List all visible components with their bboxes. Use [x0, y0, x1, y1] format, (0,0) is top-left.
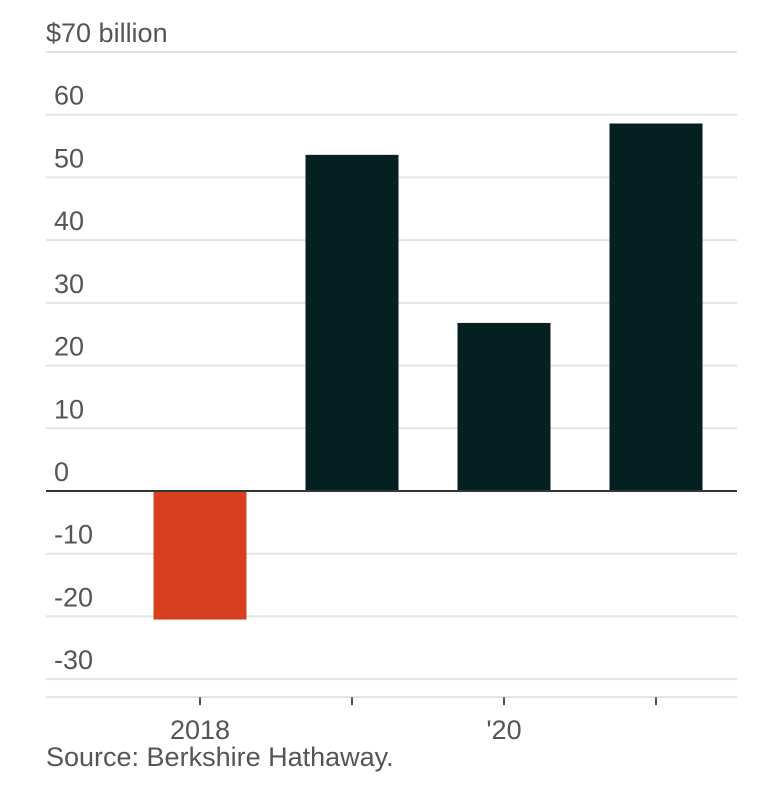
- y-tick-label: 20: [54, 332, 84, 362]
- y-tick-label: 10: [54, 394, 84, 424]
- bars: [153, 123, 703, 620]
- y-tick-label: -30: [54, 645, 93, 675]
- y-axis-tick-labels: -30 -20 -10 0 10 20 30 40 50 60 $70 billion: [46, 18, 168, 675]
- y-tick-label: 50: [54, 143, 84, 173]
- x-tick-label: '20: [486, 715, 521, 740]
- y-tick-label: 0: [54, 457, 69, 487]
- y-tick-label: 30: [54, 269, 84, 299]
- bar-2020: [457, 322, 551, 491]
- x-tick-label: 2018: [170, 715, 230, 740]
- y-tick-label: 60: [54, 81, 84, 111]
- bar-chart: -30 -20 -10 0 10 20 30 40 50 60 $70 billion 2018 '2…: [46, 18, 737, 740]
- y-tick-label: -20: [54, 582, 93, 612]
- source-note: Source: Berkshire Hathaway.: [46, 742, 394, 772]
- bar-2018: [153, 491, 247, 620]
- y-tick-label: 40: [54, 206, 84, 236]
- y-tick-label: -10: [54, 520, 93, 550]
- bar-2021: [609, 123, 703, 491]
- bar-2019: [305, 154, 399, 491]
- x-axis-ticks: 2018 '20: [170, 697, 657, 740]
- y-axis-title: $70 billion: [46, 18, 168, 48]
